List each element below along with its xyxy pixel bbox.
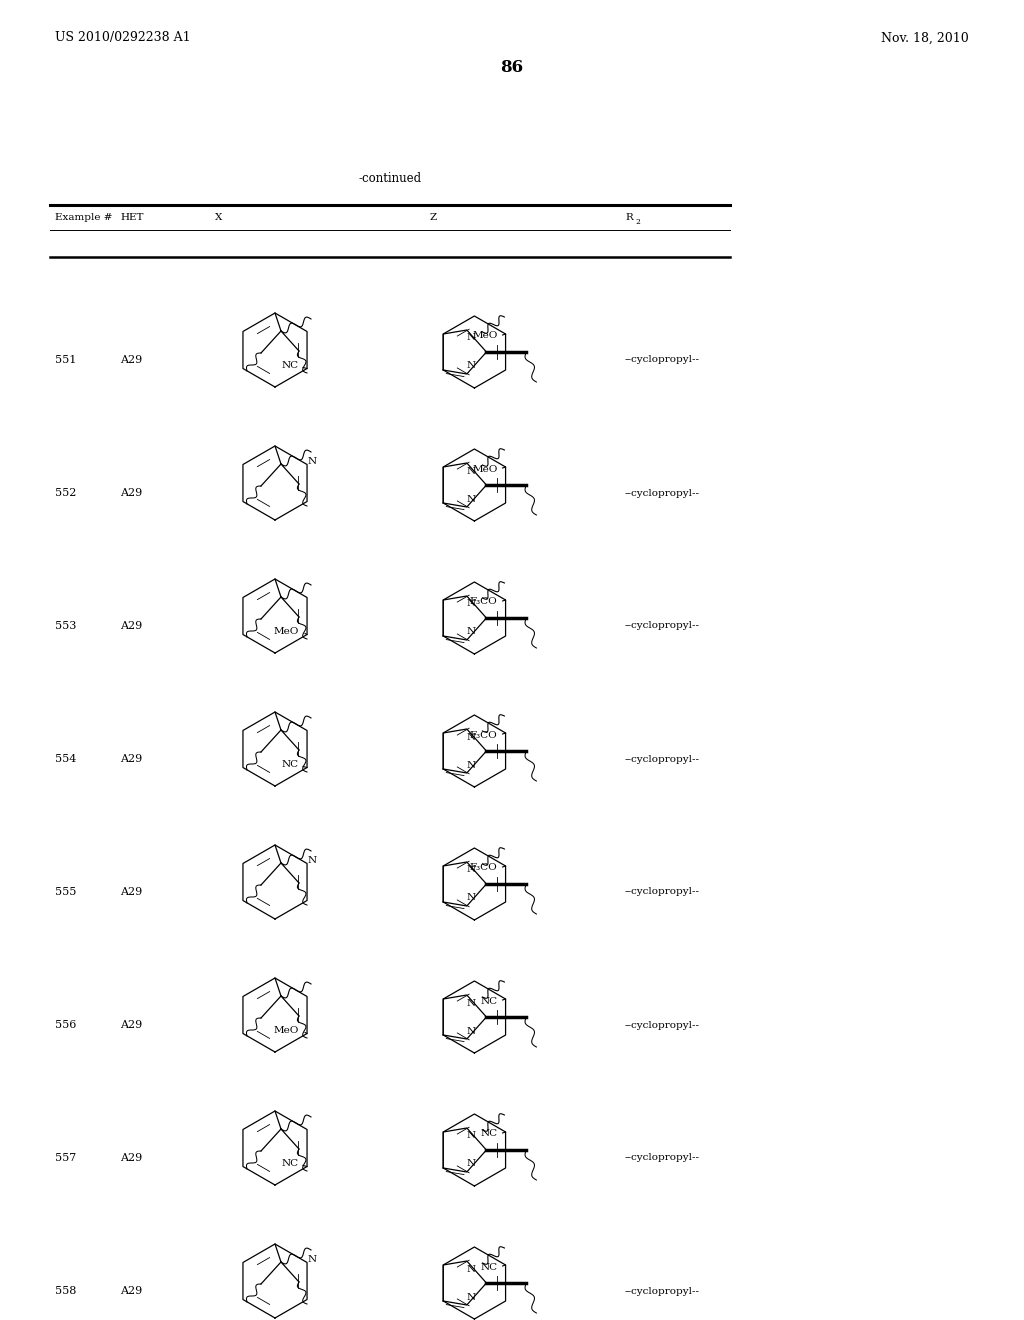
Text: -continued: -continued	[358, 172, 422, 185]
Text: NC: NC	[480, 997, 498, 1006]
Text: Nov. 18, 2010: Nov. 18, 2010	[882, 32, 969, 45]
Text: F₃CO: F₃CO	[470, 730, 498, 739]
Text: F₃CO: F₃CO	[470, 863, 498, 873]
Text: MeO: MeO	[472, 331, 498, 341]
Text: N: N	[466, 1292, 475, 1302]
Text: N: N	[466, 866, 475, 874]
Text: A29: A29	[120, 1286, 142, 1296]
Text: 555: 555	[55, 887, 77, 898]
Text: --cyclopropyl--: --cyclopropyl--	[625, 355, 700, 364]
Text: N: N	[466, 466, 475, 475]
Text: N: N	[307, 457, 316, 466]
Text: NC: NC	[480, 1130, 498, 1138]
Text: N: N	[307, 1255, 316, 1265]
Text: --cyclopropyl--: --cyclopropyl--	[625, 1154, 700, 1163]
Text: A29: A29	[120, 488, 142, 498]
Text: A29: A29	[120, 1020, 142, 1030]
Text: 556: 556	[55, 1020, 77, 1030]
Text: N: N	[307, 855, 316, 865]
Text: N: N	[466, 334, 475, 342]
Text: 2: 2	[635, 218, 640, 226]
Text: 551: 551	[55, 355, 77, 366]
Text: --cyclopropyl--: --cyclopropyl--	[625, 755, 700, 763]
Text: N: N	[466, 1265, 475, 1274]
Text: N: N	[466, 998, 475, 1007]
Text: X: X	[215, 213, 222, 222]
Text: 557: 557	[55, 1152, 76, 1163]
Text: A29: A29	[120, 887, 142, 898]
Text: A29: A29	[120, 1152, 142, 1163]
Text: --cyclopropyl--: --cyclopropyl--	[625, 1020, 700, 1030]
Text: --cyclopropyl--: --cyclopropyl--	[625, 1287, 700, 1295]
Text: MeO: MeO	[472, 465, 498, 474]
Text: R: R	[625, 213, 633, 222]
Text: N: N	[466, 894, 475, 903]
Text: NC: NC	[282, 760, 299, 770]
Text: Example #: Example #	[55, 213, 113, 222]
Text: A29: A29	[120, 355, 142, 366]
Text: MeO: MeO	[273, 627, 299, 636]
Text: MeO: MeO	[273, 1026, 299, 1035]
Text: NC: NC	[282, 360, 299, 370]
Text: 553: 553	[55, 620, 77, 631]
Text: N: N	[466, 495, 475, 503]
Text: N: N	[466, 627, 475, 636]
Text: NC: NC	[282, 1159, 299, 1168]
Text: --cyclopropyl--: --cyclopropyl--	[625, 488, 700, 498]
Text: 554: 554	[55, 754, 77, 764]
Text: A29: A29	[120, 754, 142, 764]
Text: N: N	[466, 760, 475, 770]
Text: 558: 558	[55, 1286, 77, 1296]
Text: US 2010/0292238 A1: US 2010/0292238 A1	[55, 32, 190, 45]
Text: N: N	[466, 599, 475, 609]
Text: N: N	[466, 1159, 475, 1168]
Text: 86: 86	[501, 59, 523, 77]
Text: 552: 552	[55, 488, 77, 498]
Text: N: N	[466, 1131, 475, 1140]
Text: A29: A29	[120, 620, 142, 631]
Text: NC: NC	[480, 1262, 498, 1271]
Text: F₃CO: F₃CO	[470, 598, 498, 606]
Text: N: N	[466, 1027, 475, 1035]
Text: N: N	[466, 733, 475, 742]
Text: HET: HET	[120, 213, 143, 222]
Text: Z: Z	[430, 213, 437, 222]
Text: --cyclopropyl--: --cyclopropyl--	[625, 622, 700, 631]
Text: N: N	[466, 362, 475, 371]
Text: --cyclopropyl--: --cyclopropyl--	[625, 887, 700, 896]
